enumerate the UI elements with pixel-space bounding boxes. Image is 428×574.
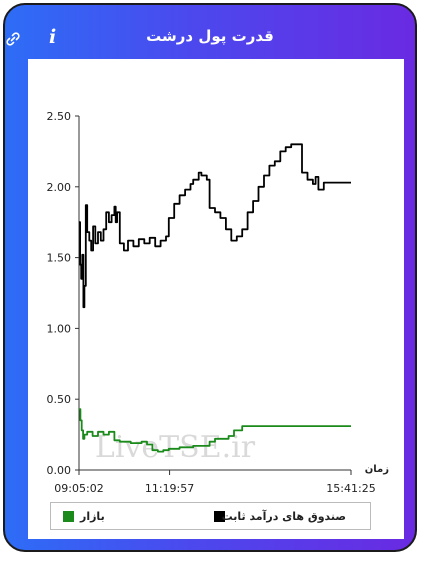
x-tick-label: 09:05:02 xyxy=(54,482,103,495)
y-tick-label: 2.50 xyxy=(47,110,72,123)
widget-title: قدرت پول درشت xyxy=(146,27,274,45)
x-tick-label: 15:41:25 xyxy=(326,482,375,495)
link-icon[interactable] xyxy=(5,31,21,47)
series-line-market xyxy=(79,408,351,453)
legend-swatch-fund xyxy=(214,511,225,522)
line-chart: 0.00 0.50 1.00 1.50 2.00 2.50 09:05:02 11:19:57… xyxy=(47,110,390,495)
x-axis-label: زمان xyxy=(365,464,389,475)
chart-panel xyxy=(28,59,404,539)
legend-label-fund[interactable]: صندوق های درآمد ثابت xyxy=(221,510,346,523)
legend-label-market[interactable]: بازار xyxy=(80,510,105,523)
y-tick-label: 0.00 xyxy=(47,464,72,477)
y-tick-label: 2.00 xyxy=(47,181,72,194)
chart-legend: صندوق های درآمد ثابت بازار xyxy=(50,502,371,530)
widget-header: i قدرت پول درشت xyxy=(5,5,415,59)
y-tick-label: 1.50 xyxy=(47,252,72,265)
y-tick-label: 0.50 xyxy=(47,393,72,406)
widget-card: i قدرت پول درشت 0.00 0.50 1.00 1.50 2.00 2.50… xyxy=(3,3,417,552)
info-icon[interactable]: i xyxy=(49,26,57,48)
y-tick-label: 1.00 xyxy=(47,322,72,335)
series-line-fund xyxy=(79,143,351,309)
x-tick-label: 11:19:57 xyxy=(145,482,194,495)
legend-swatch-market xyxy=(63,511,74,522)
